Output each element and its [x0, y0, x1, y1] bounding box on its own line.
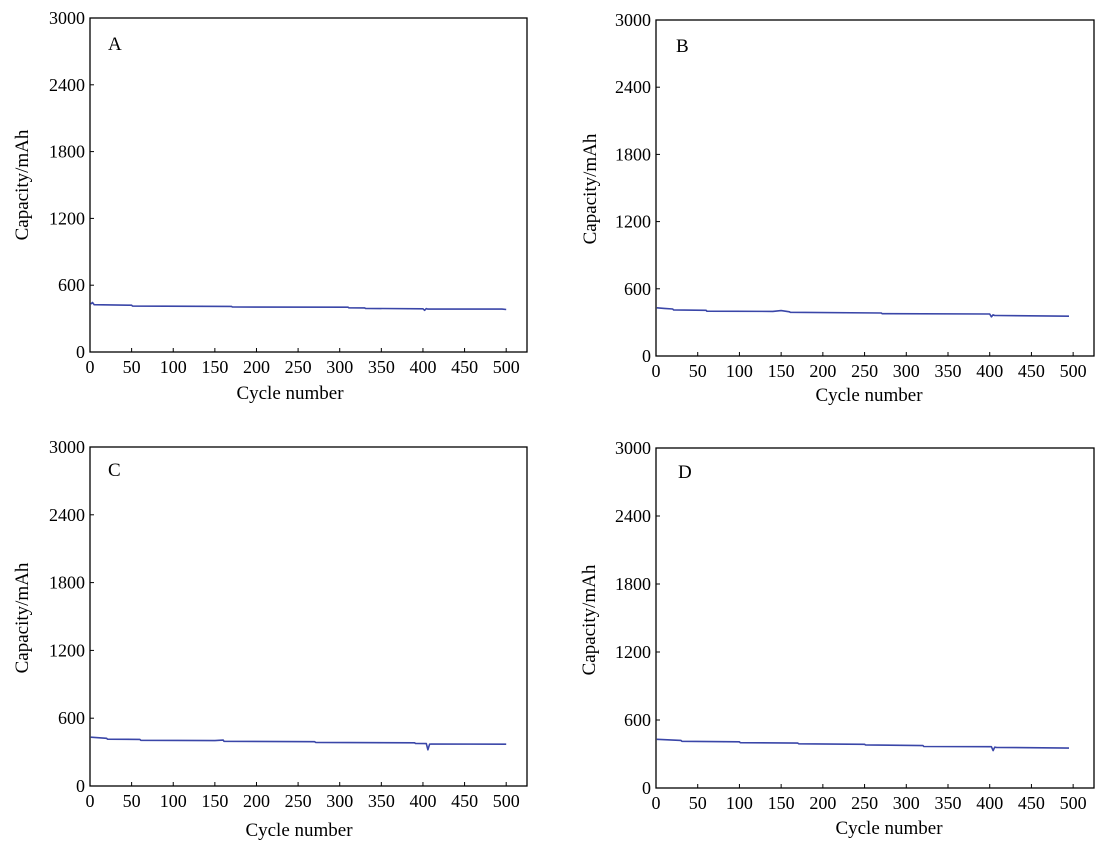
x-tick-label: 350 [368, 357, 395, 377]
y-tick-label: 1200 [49, 208, 85, 228]
x-tick-label: 350 [368, 791, 395, 811]
y-tick-label: 3000 [49, 8, 85, 28]
y-tick-label: 2400 [615, 77, 651, 97]
y-tick-label: 3000 [615, 10, 651, 30]
y-tick-label: 600 [58, 708, 85, 728]
y-axis-title: Capacity/mAh [12, 129, 33, 240]
x-tick-label: 50 [689, 793, 707, 813]
y-tick-label: 1200 [615, 212, 651, 232]
plot-frame [655, 447, 1095, 789]
plot-frame [89, 446, 528, 787]
panel-label: A [108, 34, 122, 55]
y-tick-label: 1800 [49, 573, 85, 593]
y-tick-label: 1800 [49, 142, 85, 162]
x-tick-label: 150 [768, 361, 795, 381]
x-tick-label: 350 [935, 361, 962, 381]
x-tick-label: 500 [1060, 361, 1087, 381]
y-axis-title: Capacity/mAh [12, 562, 33, 673]
x-tick-label: 0 [86, 357, 95, 377]
y-tick-label: 2400 [615, 506, 651, 526]
x-tick-label: 50 [123, 791, 141, 811]
capacity-series-line [656, 738, 1070, 752]
y-tick-label: 3000 [49, 437, 85, 457]
x-tick-label: 0 [86, 791, 95, 811]
x-tick-label: 150 [201, 791, 228, 811]
x-tick-label: 250 [285, 357, 312, 377]
y-tick-label: 1800 [615, 574, 651, 594]
x-tick-label: 450 [451, 791, 478, 811]
x-tick-label: 200 [809, 793, 836, 813]
y-tick-label: 3000 [615, 438, 651, 458]
y-tick-label: 0 [642, 346, 651, 366]
x-tick-label: 250 [851, 793, 878, 813]
x-tick-label: 300 [893, 793, 920, 813]
y-tick-label: 600 [624, 279, 651, 299]
plot-frame [89, 17, 528, 353]
x-tick-label: 400 [409, 791, 436, 811]
x-tick-label: 450 [451, 357, 478, 377]
x-tick-label: 500 [493, 791, 520, 811]
x-tick-label: 250 [851, 361, 878, 381]
x-tick-label: 500 [493, 357, 520, 377]
x-axis-title: Cycle number [245, 820, 353, 841]
x-tick-label: 450 [1018, 361, 1045, 381]
y-tick-label: 0 [76, 342, 85, 362]
x-tick-label: 450 [1018, 793, 1045, 813]
y-tick-label: 1200 [615, 642, 651, 662]
y-tick-label: 0 [642, 778, 651, 798]
x-tick-label: 100 [726, 361, 753, 381]
x-tick-label: 50 [689, 361, 707, 381]
x-tick-label: 400 [976, 361, 1003, 381]
x-tick-label: 0 [652, 361, 661, 381]
x-tick-label: 100 [160, 791, 187, 811]
x-tick-label: 400 [976, 793, 1003, 813]
x-axis-title: Cycle number [815, 385, 923, 406]
x-tick-label: 200 [809, 361, 836, 381]
x-tick-label: 50 [123, 357, 141, 377]
x-tick-label: 200 [243, 791, 270, 811]
x-tick-label: 100 [726, 793, 753, 813]
x-tick-label: 150 [768, 793, 795, 813]
x-tick-label: 500 [1060, 793, 1087, 813]
x-tick-label: 350 [935, 793, 962, 813]
chart-panel-a: A Cycle number Capacity/mAh 0 50 100 150 200… [12, 8, 528, 404]
capacity-series-line [90, 301, 507, 312]
x-tick-label: 150 [201, 357, 228, 377]
chart-panel-d: D Cycle number Capacity/mAh 0 50 100 150 200… [579, 438, 1095, 839]
y-axis-title: Capacity/mAh [579, 564, 600, 675]
x-tick-label: 100 [160, 357, 187, 377]
capacity-series-line [90, 736, 507, 751]
panel-label: D [678, 462, 692, 483]
x-axis-title: Cycle number [236, 383, 344, 404]
x-tick-label: 0 [652, 793, 661, 813]
panel-label: B [676, 36, 689, 57]
y-axis-title: Capacity/mAh [580, 133, 601, 244]
x-tick-label: 400 [409, 357, 436, 377]
y-tick-label: 1800 [615, 144, 651, 164]
x-tick-label: 250 [285, 791, 312, 811]
chart-panel-b: B Cycle number Capacity/mAh 0 50 100 150 200… [580, 10, 1095, 406]
x-tick-label: 300 [326, 357, 353, 377]
panel-label: C [108, 460, 121, 481]
y-tick-label: 600 [624, 710, 651, 730]
x-tick-label: 300 [893, 361, 920, 381]
x-tick-label: 200 [243, 357, 270, 377]
y-tick-label: 0 [76, 776, 85, 796]
plot-frame [655, 19, 1095, 357]
capacity-series-line [656, 307, 1070, 318]
x-axis-title: Cycle number [835, 818, 943, 839]
y-tick-label: 1200 [49, 640, 85, 660]
y-tick-label: 2400 [49, 75, 85, 95]
x-tick-label: 300 [326, 791, 353, 811]
y-tick-label: 2400 [49, 505, 85, 525]
y-tick-label: 600 [58, 275, 85, 295]
chart-panel-c: C Cycle number Capacity/mAh 0 50 100 150 200… [12, 437, 528, 841]
